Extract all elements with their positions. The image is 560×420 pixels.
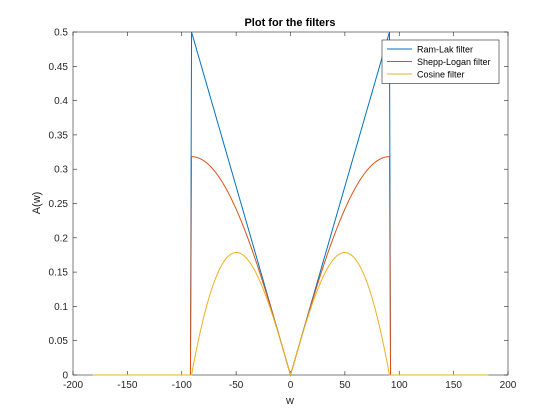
legend-label: Cosine filter [417,70,465,80]
y-tick-label: 0.4 [54,96,68,107]
series-line-3 [92,251,489,377]
axes: -200 -150 -100 -50 0 50 100 150 200 0 0.05 0.1 0.15… [49,28,517,392]
legend: Ram-Lak filter Shepp-Logan filter Cosine f… [381,39,500,84]
y-tick-label: 0.5 [54,28,68,39]
y-tick-label: 0 [62,371,68,382]
y-tick-label: 0.1 [54,302,68,313]
y-tick-label: 0.05 [49,336,69,347]
x-tick-label: 200 [500,380,517,391]
x-tick-label: 100 [391,380,408,391]
x-tick-label: -50 [229,380,244,391]
x-tick-label: -200 [63,380,83,391]
legend-label: Shepp-Logan filter [417,57,491,67]
x-axis-label: w [285,395,294,407]
y-tick-label: 0.3 [54,165,68,176]
chart-title: Plot for the filters [244,17,335,29]
x-tick-label: -150 [117,380,137,391]
legend-label: Ram-Lak filter [417,45,473,55]
y-axis-ticks: 0 0.05 0.1 0.15 0.2 0.25 0.3 0.35 0.4 0.45 0.5 [49,28,508,382]
x-axis-ticks: -200 -150 -100 -50 0 50 100 150 200 [63,32,517,391]
plot-area [72,31,509,376]
x-tick-label: 0 [288,380,294,391]
series-lines [92,31,489,377]
y-tick-label: 0.25 [49,199,69,210]
y-tick-label: 0.2 [54,233,68,244]
y-tick-label: 0.15 [49,268,69,279]
x-tick-label: 150 [445,380,462,391]
y-axis-label: A(w) [31,192,43,215]
y-tick-label: 0.45 [49,62,69,73]
x-tick-label: 50 [339,380,351,391]
x-tick-label: -100 [172,380,192,391]
y-tick-label: 0.35 [49,130,69,141]
